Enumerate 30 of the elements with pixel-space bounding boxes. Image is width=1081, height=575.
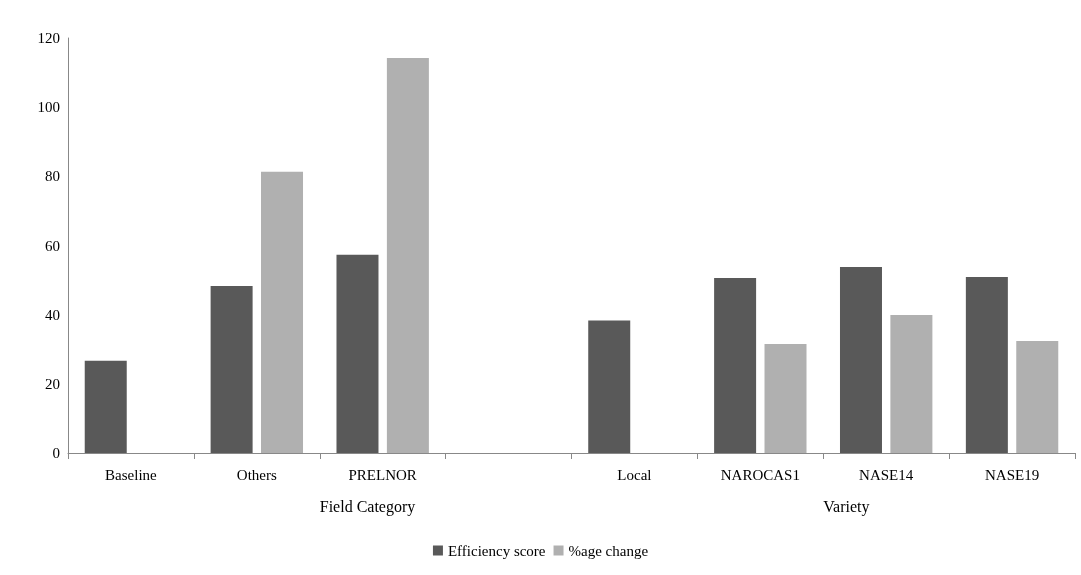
bar — [764, 344, 807, 453]
bar — [386, 58, 429, 453]
x-tick-label: NASE14 — [859, 466, 914, 483]
bar — [210, 285, 253, 453]
legend-label: Efficiency score — [447, 542, 546, 559]
bar — [890, 315, 933, 453]
x-tick-label: NAROCAS1 — [720, 466, 800, 483]
text: Variety — [823, 497, 870, 516]
text: Field Category — [319, 497, 416, 516]
bar — [261, 171, 304, 453]
legend-label: %age change — [568, 542, 649, 559]
x-tick-label: Others — [236, 466, 277, 483]
bar — [839, 266, 882, 453]
bar — [965, 276, 1008, 453]
bar — [336, 254, 379, 453]
bar — [588, 320, 631, 453]
y-tick-label: 0 — [52, 445, 60, 461]
y-tick-label: 100 — [37, 99, 60, 116]
bar — [1016, 340, 1059, 453]
x-tick-label: PRELNOR — [348, 466, 417, 483]
y-tick-label: 120 — [37, 30, 60, 46]
y-tick-label: 60 — [45, 237, 60, 254]
x-tick-label: NASE19 — [984, 466, 1040, 483]
x-tick-label: Local — [617, 466, 652, 483]
x-tick-label: Baseline — [105, 466, 158, 483]
y-tick-label: 20 — [45, 375, 60, 392]
y-tick-label: 80 — [45, 168, 60, 185]
bar — [714, 278, 757, 453]
bar — [84, 360, 127, 453]
y-tick-label: 40 — [45, 306, 60, 323]
